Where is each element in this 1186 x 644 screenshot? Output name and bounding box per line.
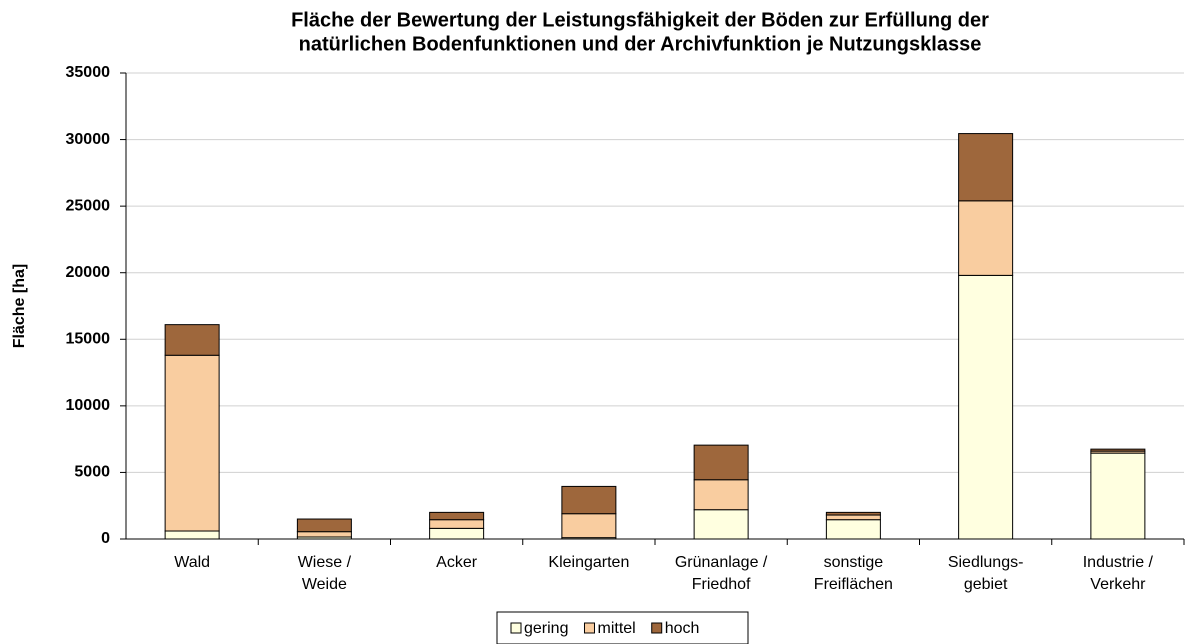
bar-segment — [561, 485, 617, 515]
bar-segment — [825, 514, 881, 521]
y-tick-label: 5000 — [74, 464, 110, 481]
bar-segment — [429, 519, 485, 529]
bar-segment — [958, 133, 1014, 202]
bar-segment — [561, 513, 617, 539]
x-tick-label: Wald — [174, 554, 210, 571]
x-tick-label: Verkehr — [1090, 576, 1146, 593]
bar-segment — [825, 519, 881, 540]
legend-label: mittel — [597, 620, 635, 637]
x-tick-label: Acker — [436, 554, 478, 571]
bar-segment — [296, 531, 352, 538]
bar-segment — [429, 511, 485, 521]
y-tick-label: 25000 — [66, 197, 111, 214]
y-axis-label: Fläche [ha] — [11, 264, 28, 348]
bar-segment — [429, 527, 485, 540]
bar-segment — [693, 444, 749, 481]
bar-segment — [1090, 452, 1146, 540]
x-tick-label: Kleingarten — [548, 554, 629, 571]
y-tick-label: 10000 — [66, 397, 111, 414]
y-tick-label: 35000 — [66, 64, 111, 81]
chart-title: Fläche der Bewertung der Leistungsfähigk… — [291, 9, 989, 31]
x-tick-label: Wiese / — [298, 554, 352, 571]
bar-segment — [958, 274, 1014, 540]
legend-label: hoch — [665, 620, 700, 637]
y-tick-label: 20000 — [66, 264, 111, 281]
x-tick-label: Weide — [302, 576, 347, 593]
y-tick-label: 30000 — [66, 131, 111, 148]
x-tick-label: Siedlungs- — [948, 554, 1024, 571]
bar-segment — [1090, 448, 1146, 452]
x-tick-label: gebiet — [964, 576, 1008, 593]
legend-label: gering — [524, 620, 568, 637]
y-tick-label: 0 — [101, 530, 110, 547]
bar-segment — [164, 324, 220, 356]
bar-segment — [958, 200, 1014, 276]
x-tick-label: sonstige — [824, 554, 884, 571]
chart-title: natürlichen Bodenfunktionen und der Arch… — [299, 33, 982, 55]
bar-segment — [164, 354, 220, 532]
y-tick-label: 15000 — [66, 331, 111, 348]
bar-segment — [693, 509, 749, 540]
x-tick-label: Freiflächen — [814, 576, 893, 593]
x-tick-label: Friedhof — [692, 576, 751, 593]
bar-segment — [296, 518, 352, 533]
legend-box — [496, 611, 749, 644]
bar-segment — [693, 479, 749, 511]
legend-swatch — [651, 622, 663, 634]
bar-segment — [164, 530, 220, 540]
x-tick-label: Industrie / — [1083, 554, 1154, 571]
legend-swatch — [510, 622, 522, 634]
bar-segment — [825, 511, 881, 516]
x-tick-label: Grünanlage / — [675, 554, 768, 571]
legend-swatch — [583, 622, 595, 634]
